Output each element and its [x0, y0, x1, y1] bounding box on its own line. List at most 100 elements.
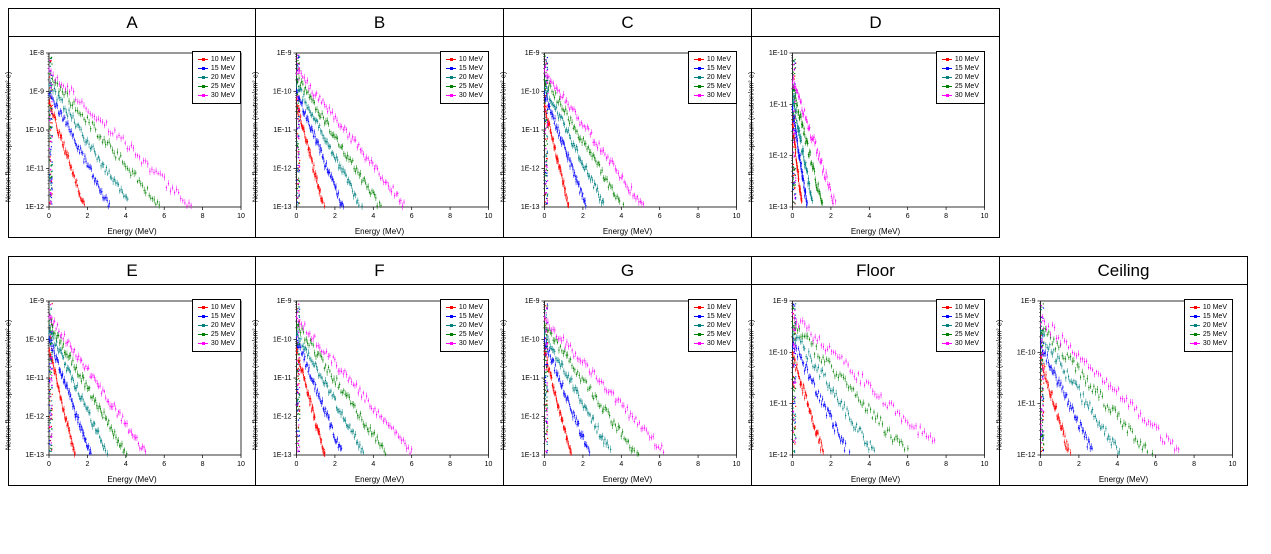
legend-swatch	[198, 77, 208, 78]
svg-text:2: 2	[829, 213, 833, 220]
svg-text:10: 10	[485, 461, 493, 468]
svg-text:0: 0	[791, 213, 795, 220]
legend-item: 25 MeV	[694, 82, 731, 91]
legend-label: 25 MeV	[955, 82, 979, 91]
svg-text:1E-10: 1E-10	[521, 337, 540, 344]
svg-text:1E-13: 1E-13	[273, 204, 292, 211]
legend-label: 15 MeV	[459, 312, 483, 321]
panel-row-top: A02468101E-121E-111E-101E-91E-8Neutron f…	[8, 8, 1263, 238]
panel-title: Ceiling	[1000, 257, 1247, 285]
legend-item: 20 MeV	[1190, 321, 1227, 330]
panel-title: D	[752, 9, 999, 37]
legend-label: 30 MeV	[211, 91, 235, 100]
legend-swatch	[446, 325, 456, 326]
legend-swatch	[198, 334, 208, 335]
svg-text:2: 2	[85, 213, 89, 220]
x-axis-label: Energy (MeV)	[603, 227, 652, 236]
svg-text:1E-11: 1E-11	[26, 166, 44, 173]
svg-text:10: 10	[981, 213, 989, 220]
legend: 10 MeV15 MeV20 MeV25 MeV30 MeV	[192, 51, 241, 104]
legend-label: 15 MeV	[707, 64, 731, 73]
legend-item: 20 MeV	[694, 73, 731, 82]
panel-e: E02468101E-131E-121E-111E-101E-9Neutron …	[8, 256, 256, 486]
x-axis-label: Energy (MeV)	[851, 227, 900, 236]
legend-swatch	[942, 334, 952, 335]
legend-label: 10 MeV	[459, 303, 483, 312]
svg-text:1E-11: 1E-11	[769, 101, 787, 108]
legend-swatch	[198, 343, 208, 344]
legend-label: 20 MeV	[211, 321, 235, 330]
svg-text:10: 10	[237, 213, 245, 220]
legend-label: 10 MeV	[459, 55, 483, 64]
legend-item: 10 MeV	[942, 303, 979, 312]
legend-label: 10 MeV	[707, 55, 731, 64]
legend: 10 MeV15 MeV20 MeV25 MeV30 MeV	[192, 299, 241, 352]
svg-text:8: 8	[448, 461, 452, 468]
panel-title: F	[256, 257, 503, 285]
svg-text:1E-9: 1E-9	[29, 298, 44, 305]
legend-label: 30 MeV	[707, 91, 731, 100]
svg-text:4: 4	[619, 213, 623, 220]
svg-text:0: 0	[543, 461, 547, 468]
legend-label: 25 MeV	[459, 330, 483, 339]
panel-chart: 02468101E-131E-121E-111E-101E-9Neutron f…	[256, 37, 503, 237]
legend-swatch	[694, 343, 704, 344]
legend-swatch	[446, 307, 456, 308]
x-axis-label: Energy (MeV)	[355, 475, 404, 484]
legend-label: 10 MeV	[707, 303, 731, 312]
legend-label: 20 MeV	[1203, 321, 1227, 330]
svg-text:4: 4	[124, 461, 128, 468]
legend-swatch	[198, 95, 208, 96]
legend-label: 20 MeV	[211, 73, 235, 82]
legend-swatch	[198, 86, 208, 87]
legend-swatch	[942, 59, 952, 60]
legend-item: 15 MeV	[446, 64, 483, 73]
legend: 10 MeV15 MeV20 MeV25 MeV30 MeV	[1184, 299, 1233, 352]
x-axis-label: Energy (MeV)	[851, 475, 900, 484]
panel-b: B02468101E-131E-121E-111E-101E-9Neutron …	[256, 8, 504, 238]
panel-title: G	[504, 257, 751, 285]
legend-item: 25 MeV	[942, 82, 979, 91]
legend-item: 20 MeV	[446, 321, 483, 330]
panel-d: D02468101E-131E-121E-111E-10Neutron flue…	[752, 8, 1000, 238]
panel-chart: 02468101E-131E-121E-111E-10Neutron fluen…	[752, 37, 999, 237]
legend-swatch	[1190, 343, 1200, 344]
svg-text:8: 8	[944, 213, 948, 220]
legend: 10 MeV15 MeV20 MeV25 MeV30 MeV	[936, 51, 985, 104]
legend-label: 15 MeV	[211, 64, 235, 73]
svg-text:0: 0	[47, 461, 51, 468]
legend-item: 30 MeV	[1190, 339, 1227, 348]
svg-text:1E-11: 1E-11	[521, 127, 539, 134]
svg-text:2: 2	[581, 213, 585, 220]
legend-item: 15 MeV	[942, 312, 979, 321]
legend-swatch	[694, 68, 704, 69]
x-axis-label: Energy (MeV)	[355, 227, 404, 236]
legend-swatch	[694, 316, 704, 317]
legend-swatch	[694, 334, 704, 335]
legend-swatch	[446, 343, 456, 344]
legend-swatch	[942, 86, 952, 87]
panel-a: A02468101E-121E-111E-101E-91E-8Neutron f…	[8, 8, 256, 238]
legend-item: 30 MeV	[198, 339, 235, 348]
svg-text:1E-11: 1E-11	[521, 375, 539, 382]
legend-label: 15 MeV	[1203, 312, 1227, 321]
legend-swatch	[1190, 316, 1200, 317]
panel-chart: 02468101E-131E-121E-111E-101E-9Neutron f…	[504, 37, 751, 237]
legend-item: 25 MeV	[446, 82, 483, 91]
legend-label: 20 MeV	[707, 73, 731, 82]
svg-text:1E-13: 1E-13	[521, 452, 540, 459]
legend-swatch	[694, 307, 704, 308]
legend-label: 20 MeV	[459, 321, 483, 330]
legend-swatch	[942, 316, 952, 317]
svg-text:10: 10	[733, 461, 741, 468]
svg-text:2: 2	[333, 461, 337, 468]
legend-swatch	[694, 59, 704, 60]
legend-item: 10 MeV	[942, 55, 979, 64]
svg-text:1E-12: 1E-12	[769, 153, 788, 160]
x-axis-label: Energy (MeV)	[107, 227, 156, 236]
legend-item: 15 MeV	[694, 312, 731, 321]
x-axis-label: Energy (MeV)	[603, 475, 652, 484]
legend-swatch	[694, 86, 704, 87]
legend-item: 30 MeV	[942, 91, 979, 100]
legend-item: 25 MeV	[942, 330, 979, 339]
